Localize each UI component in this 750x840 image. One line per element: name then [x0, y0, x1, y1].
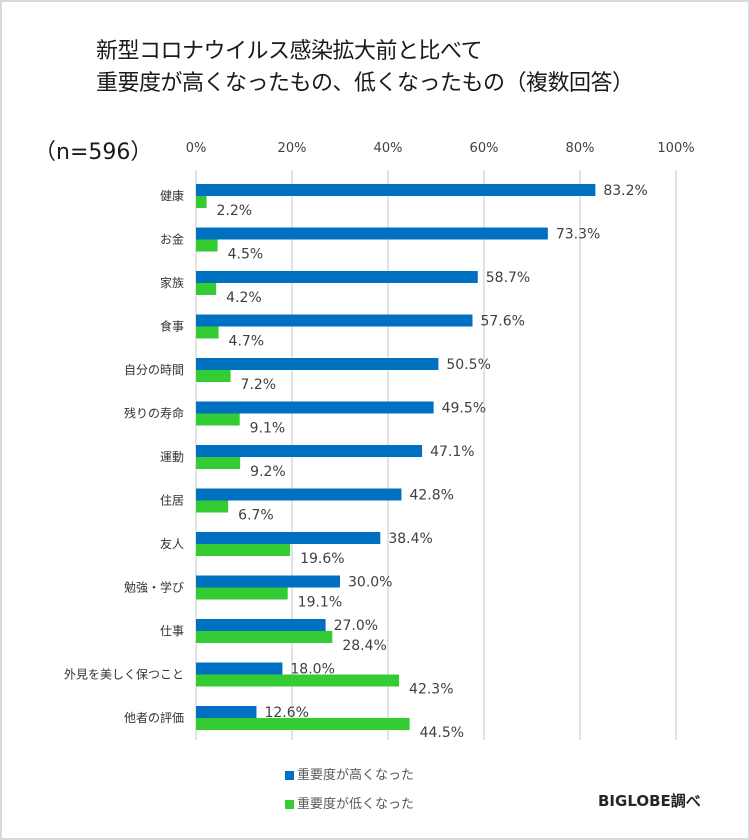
- bar-low: [196, 457, 241, 469]
- category-label: 他者の評価: [124, 710, 184, 725]
- category-label: 残りの寿命: [124, 406, 184, 421]
- bar-low: [196, 631, 333, 643]
- legend-label-low: 重要度が低くなった: [297, 797, 415, 812]
- bar-high: [196, 488, 402, 501]
- value-label-high: 12.6%: [264, 705, 308, 721]
- bar-high: [196, 619, 326, 631]
- chart-title: 新型コロナウイルス感染拡大前と比べて 重要度が高くなったもの、低くなったもの（複…: [96, 36, 634, 100]
- value-label-high: 49.5%: [442, 401, 486, 417]
- value-label-low: 7.2%: [241, 377, 277, 393]
- value-label-high: 83.2%: [603, 183, 647, 199]
- value-label-low: 19.1%: [298, 595, 342, 611]
- x-tick-label: 40%: [374, 141, 403, 156]
- value-label-low: 28.4%: [342, 638, 386, 654]
- bar-high: [196, 271, 478, 283]
- value-label-high: 38.4%: [388, 531, 432, 547]
- bar-high: [196, 662, 283, 675]
- sample-size-label: （n=596）: [34, 140, 153, 165]
- chart-title-line-1: 新型コロナウイルス感染拡大前と比べて: [96, 39, 483, 64]
- value-label-low: 42.3%: [409, 682, 453, 698]
- chart-title-line-2: 重要度が高くなったもの、低くなったもの（複数回答）: [96, 71, 634, 96]
- value-label-high: 73.3%: [556, 227, 600, 243]
- bar-low: [196, 544, 291, 556]
- value-label-low: 4.7%: [229, 334, 265, 350]
- category-label: 住居: [160, 494, 184, 508]
- category-label: 家族: [160, 275, 184, 290]
- category-label: 勉強・学び: [124, 580, 184, 595]
- source-credit: BIGLOBE調べ: [598, 792, 701, 810]
- value-label-low: 9.2%: [250, 464, 286, 480]
- bar-low: [196, 239, 218, 252]
- bar-high: [196, 314, 473, 327]
- value-label-low: 2.2%: [217, 203, 253, 219]
- value-label-low: 4.2%: [226, 290, 262, 306]
- value-label-high: 57.6%: [480, 314, 524, 330]
- bar-high: [196, 227, 548, 240]
- value-label-high: 18.0%: [290, 662, 334, 678]
- value-label-high: 27.0%: [334, 618, 378, 634]
- bar-high: [196, 401, 434, 414]
- category-label: 仕事: [160, 624, 184, 638]
- value-label-high: 30.0%: [348, 575, 392, 591]
- bar-high: [196, 532, 381, 544]
- bar-high: [196, 706, 257, 718]
- value-label-high: 47.1%: [430, 444, 474, 460]
- bar-high: [196, 358, 439, 370]
- bar-high: [196, 184, 596, 196]
- x-tick-label: 60%: [470, 141, 499, 156]
- bar-low: [196, 413, 240, 426]
- x-tick-label: 0%: [186, 141, 207, 156]
- bar-low: [196, 326, 219, 339]
- x-tick-label: 80%: [566, 141, 595, 156]
- legend-item-high: 重要度が高くなった: [285, 764, 414, 783]
- category-label: 健康: [160, 188, 184, 203]
- x-tick-label: 100%: [657, 141, 694, 156]
- x-tick-label: 20%: [278, 141, 307, 156]
- bar-high: [196, 575, 340, 588]
- legend-label-high: 重要度が高くなった: [297, 768, 415, 783]
- bar-low: [196, 370, 231, 382]
- value-label-low: 4.5%: [228, 247, 264, 263]
- bar-low: [196, 500, 229, 513]
- value-label-high: 50.5%: [446, 357, 490, 373]
- legend-swatch-high: [285, 771, 294, 780]
- value-label-high: 42.8%: [409, 488, 453, 504]
- category-label: 運動: [160, 450, 184, 464]
- category-label: 食事: [160, 319, 184, 334]
- category-label: 自分の時間: [124, 363, 184, 377]
- value-label-low: 6.7%: [238, 508, 274, 524]
- bar-low: [196, 674, 400, 687]
- category-label: お金: [160, 232, 184, 247]
- bar-high: [196, 445, 423, 457]
- value-label-low: 44.5%: [420, 725, 464, 741]
- category-label: 外見を美しく保つこと: [64, 668, 184, 682]
- bar-low: [196, 587, 288, 600]
- bar-low: [196, 196, 207, 208]
- bar-low: [196, 283, 217, 295]
- category-label: 友人: [160, 537, 184, 551]
- value-label-high: 58.7%: [486, 270, 530, 286]
- legend-item-low: 重要度が低くなった: [285, 793, 414, 812]
- value-label-low: 9.1%: [250, 421, 286, 437]
- value-label-low: 19.6%: [300, 551, 344, 567]
- bar-low: [196, 718, 410, 730]
- legend-swatch-low: [285, 800, 294, 809]
